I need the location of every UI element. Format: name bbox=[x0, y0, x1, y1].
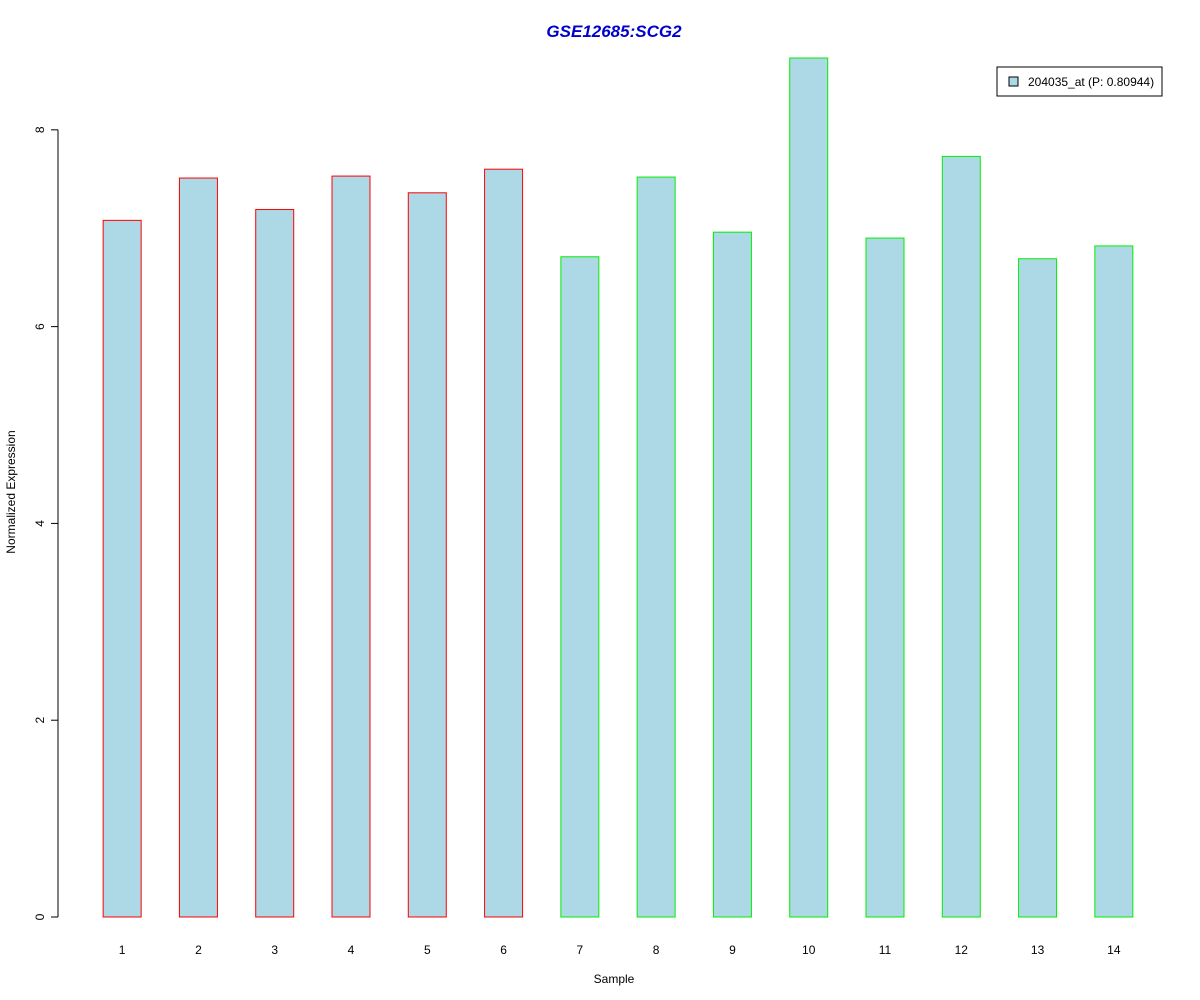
x-tick-label: 5 bbox=[424, 943, 431, 957]
y-tick-label: 4 bbox=[33, 520, 47, 527]
bar-sample-12 bbox=[941, 155, 981, 918]
x-tick-label: 6 bbox=[500, 943, 507, 957]
bar-sample-5 bbox=[407, 192, 447, 918]
y-tick-label: 0 bbox=[33, 913, 47, 920]
x-tick-label: 11 bbox=[879, 943, 892, 957]
y-axis-label: Normalized Expression bbox=[4, 430, 18, 553]
legend-swatch bbox=[1008, 76, 1019, 87]
y-tick-label: 6 bbox=[33, 323, 47, 330]
bar-sample-7 bbox=[560, 256, 600, 918]
legend-box bbox=[996, 66, 1163, 97]
x-tick-label: 7 bbox=[577, 943, 584, 957]
x-tick-label: 12 bbox=[955, 943, 969, 957]
bar-sample-2 bbox=[178, 177, 218, 918]
x-tick-label: 2 bbox=[195, 943, 202, 957]
legend: 204035_at (P: 0.80944) bbox=[996, 66, 1163, 97]
x-tick-label: 4 bbox=[348, 943, 355, 957]
bar-sample-9 bbox=[712, 231, 752, 918]
y-tick-label: 2 bbox=[33, 717, 47, 724]
bar-sample-1 bbox=[102, 219, 142, 918]
chart-title: GSE12685:SCG2 bbox=[546, 22, 682, 41]
bar-sample-10 bbox=[789, 57, 829, 918]
x-tick-label: 10 bbox=[802, 943, 816, 957]
y-axis: 0 2 4 6 8 bbox=[33, 126, 59, 920]
x-tick-label: 8 bbox=[653, 943, 660, 957]
bar-sample-13 bbox=[1018, 258, 1058, 918]
y-tick-label: 8 bbox=[33, 126, 47, 133]
x-tick-label: 3 bbox=[271, 943, 278, 957]
x-tick-label: 13 bbox=[1031, 943, 1045, 957]
x-tick-labels: 1 2 3 4 5 6 7 8 9 10 11 12 13 14 bbox=[119, 943, 1121, 957]
x-tick-label: 1 bbox=[119, 943, 126, 957]
x-tick-label: 9 bbox=[729, 943, 736, 957]
bar-sample-14 bbox=[1094, 245, 1134, 918]
bar-sample-6 bbox=[484, 168, 524, 918]
x-tick-label: 14 bbox=[1107, 943, 1121, 957]
bar-sample-4 bbox=[331, 175, 371, 918]
bar-sample-11 bbox=[865, 237, 905, 918]
x-axis-label: Sample bbox=[594, 972, 635, 986]
legend-entry-label: 204035_at (P: 0.80944) bbox=[1028, 75, 1154, 89]
bars bbox=[102, 57, 1134, 918]
bar-sample-3 bbox=[255, 209, 295, 918]
bar-sample-8 bbox=[636, 176, 676, 918]
